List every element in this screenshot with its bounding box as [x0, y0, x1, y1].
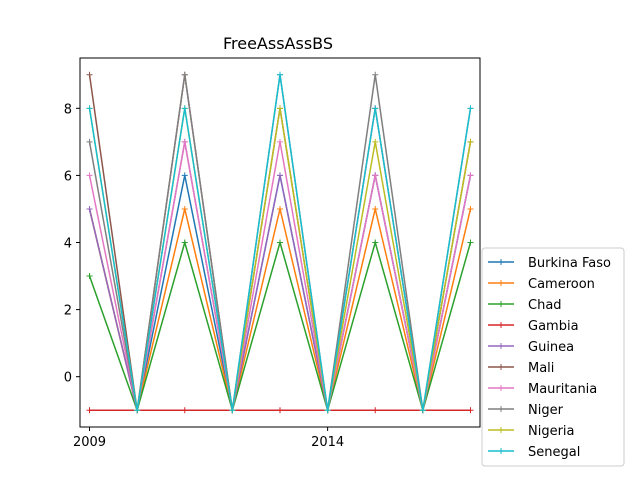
- data-point: [181, 205, 188, 212]
- data-point: [86, 273, 93, 280]
- legend-marker: [498, 448, 504, 454]
- legend-label: Chad: [528, 298, 562, 313]
- legend-marker: [498, 280, 504, 286]
- data-point: [372, 138, 379, 145]
- data-point: [419, 407, 426, 414]
- data-point: [134, 407, 141, 414]
- x-tick-label: 2009: [73, 435, 106, 450]
- data-point: [181, 138, 188, 145]
- data-point: [277, 239, 283, 246]
- data-point: [372, 407, 379, 414]
- data-point: [277, 172, 283, 179]
- legend-entry: Gambia: [488, 319, 579, 334]
- legend-label: Burkina Faso: [528, 256, 611, 271]
- series-9: [86, 71, 474, 414]
- legend: Burkina Faso Cameroon Chad Gambia Guinea Mali…: [481, 247, 625, 467]
- data-point: [86, 407, 93, 414]
- y-tick-label: 4: [64, 237, 72, 252]
- data-point: [467, 239, 474, 246]
- data-point: [324, 407, 331, 414]
- legend-label: Mali: [528, 361, 554, 376]
- data-point: [372, 239, 379, 246]
- data-point: [372, 172, 379, 179]
- legend-entry: Senegal: [488, 445, 580, 460]
- data-point: [181, 407, 188, 414]
- data-point: [181, 71, 188, 78]
- legend-label: Niger: [528, 403, 564, 418]
- data-point: [372, 205, 379, 212]
- legend-marker: [498, 385, 504, 391]
- legend-marker: [498, 322, 504, 328]
- y-tick-label: 8: [64, 102, 72, 117]
- data-point: [467, 105, 474, 112]
- data-point: [372, 105, 379, 112]
- data-point: [372, 71, 379, 78]
- legend-marker: [498, 301, 504, 307]
- data-point: [86, 172, 93, 179]
- legend-marker: [498, 343, 504, 349]
- legend-box: [481, 247, 625, 467]
- data-point: [86, 71, 93, 78]
- legend-marker: [498, 427, 504, 433]
- data-point: [86, 105, 93, 112]
- legend-label: Mauritania: [528, 382, 597, 397]
- data-point: [467, 407, 474, 414]
- y-tick-label: 0: [64, 371, 72, 386]
- legend-entry: Cameroon: [488, 277, 595, 292]
- axis-ticks: 0 2 4 6 8 2009 2014: [64, 102, 344, 450]
- legend-label: Guinea: [528, 340, 574, 355]
- data-point: [86, 205, 93, 212]
- legend-label: Senegal: [528, 445, 580, 460]
- legend-entry: Guinea: [488, 340, 574, 355]
- data-point: [181, 239, 188, 246]
- data-point: [277, 407, 283, 414]
- data-point: [86, 138, 93, 145]
- legend-label: Cameroon: [528, 277, 595, 292]
- data-point: [229, 407, 236, 414]
- chart-title: FreeAssAssBS: [223, 34, 333, 53]
- legend-entry: Mauritania: [488, 382, 597, 397]
- y-tick-label: 6: [64, 169, 72, 184]
- legend-label: Gambia: [528, 319, 579, 334]
- series-line: [88, 239, 472, 413]
- legend-entry: Mali: [488, 361, 554, 376]
- data-point: [277, 71, 283, 78]
- series-3: [86, 407, 474, 414]
- data-point: [277, 205, 283, 212]
- x-tick-label: 2014: [311, 435, 344, 450]
- data-point: [467, 138, 474, 145]
- legend-label: Nigeria: [528, 424, 575, 439]
- series-2: [86, 239, 474, 414]
- legend-entry: Nigeria: [488, 424, 575, 439]
- y-tick-label: 2: [64, 304, 72, 319]
- legend-entry: Niger: [488, 403, 564, 418]
- data-point: [181, 172, 188, 179]
- data-point: [181, 105, 188, 112]
- data-point: [277, 105, 283, 112]
- plot-lines: [86, 71, 474, 414]
- data-point: [277, 138, 283, 145]
- legend-entry: Chad: [488, 298, 562, 313]
- series-line: [88, 208, 472, 411]
- legend-entry: Burkina Faso: [488, 256, 611, 271]
- legend-marker: [498, 406, 504, 412]
- data-point: [467, 172, 474, 179]
- legend-marker: [498, 364, 504, 370]
- data-point: [467, 205, 474, 212]
- legend-marker: [498, 259, 504, 265]
